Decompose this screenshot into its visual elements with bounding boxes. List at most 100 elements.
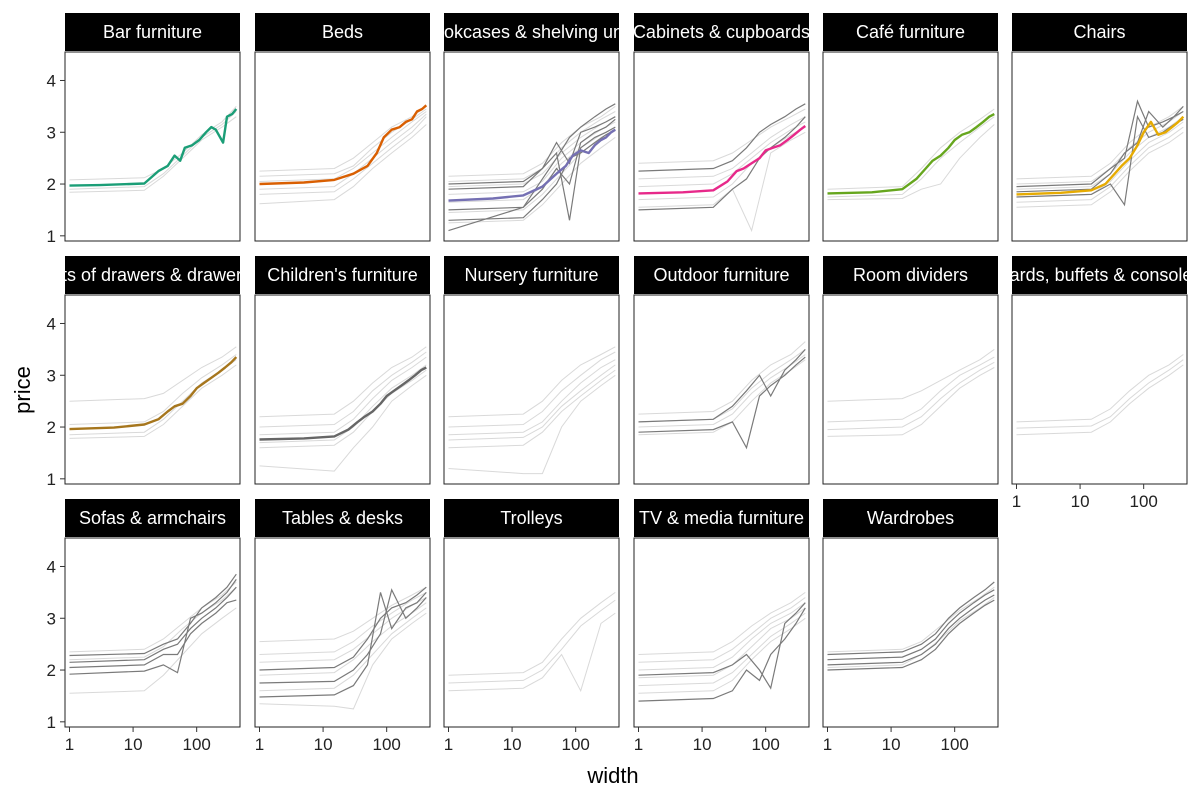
series-line	[638, 602, 806, 690]
series-line	[827, 594, 995, 666]
facet-strip-label: Children's furniture	[267, 265, 418, 285]
facet-strip	[634, 256, 809, 294]
background-series-line	[827, 356, 995, 423]
highlight-series-line	[827, 113, 995, 195]
facet-lines	[69, 346, 238, 439]
background-series-line	[448, 346, 616, 418]
facet-panel-border	[822, 537, 999, 728]
series-line	[1016, 99, 1184, 188]
facets-layer: Bar furniture 1 2 3 4 Beds Bookcases & shelvin…	[47, 13, 1188, 754]
background-series-line	[448, 364, 616, 441]
facet-sideboards-buffets-console-tables: Sideboards, buffets & console tables 1 10 1…	[1011, 256, 1188, 511]
facet-tv-media-furniture: TV & media furniture 1 10 100	[633, 499, 810, 754]
x-tick-label: 100	[751, 735, 779, 754]
facet-lines	[259, 104, 428, 205]
facet-trolleys: Trolleys 1 10 100	[443, 499, 620, 754]
background-series-line	[69, 607, 237, 694]
background-series-line	[448, 111, 616, 182]
y-tick-label: 2	[47, 418, 56, 437]
background-series-line	[827, 108, 995, 190]
facet-strip	[255, 256, 430, 294]
background-series-line	[638, 617, 806, 694]
series-line	[827, 599, 995, 671]
series-line	[638, 103, 806, 172]
background-series-line	[638, 591, 806, 655]
x-tick-label: 100	[1129, 492, 1157, 511]
facet-strip	[65, 256, 240, 294]
background-series-line	[259, 108, 427, 177]
series-line	[69, 586, 237, 663]
background-series-line	[448, 599, 616, 684]
facet-strip-label: Cabinets & cupboards	[633, 22, 810, 42]
background-series-line	[1016, 126, 1184, 203]
background-series-line	[259, 105, 427, 172]
y-tick-label: 4	[47, 557, 56, 576]
facet-panel-border	[254, 51, 431, 242]
series-line	[259, 591, 427, 698]
x-tick-label: 10	[314, 735, 333, 754]
facet-children-s-furniture: Children's furniture	[254, 256, 431, 485]
x-tick-label: 1	[823, 735, 832, 754]
facet-panel-border	[443, 51, 620, 242]
background-series-line	[827, 361, 995, 431]
background-series-line	[638, 116, 806, 180]
facet-panel-border	[822, 294, 999, 485]
facet-strip	[65, 13, 240, 51]
highlight-series-line	[448, 128, 616, 202]
facet-strip	[65, 499, 240, 537]
facet-panel-border	[64, 537, 241, 728]
facet-strip-label: Room dividers	[853, 265, 968, 285]
background-series-line	[69, 581, 237, 653]
x-tick-label: 1	[634, 735, 643, 754]
facet-caf-furniture: Café furniture	[822, 13, 999, 242]
y-axis-title: price	[10, 366, 35, 414]
background-series-line	[259, 591, 427, 655]
facet-strip	[255, 13, 430, 51]
facet-strip-label: Sofas & armchairs	[79, 508, 226, 528]
series-line	[448, 126, 616, 221]
facet-strip	[1012, 256, 1187, 294]
facet-strip	[255, 499, 430, 537]
background-series-line	[638, 602, 806, 671]
facet-lines	[448, 591, 616, 693]
background-series-line	[448, 105, 616, 177]
y-tick-label: 1	[47, 227, 56, 246]
facet-bar-furniture: Bar furniture 1 2 3 4	[47, 13, 241, 246]
facet-room-dividers: Room dividers	[822, 256, 999, 485]
background-series-line	[69, 346, 237, 402]
background-series-line	[259, 364, 427, 444]
facet-strip	[444, 499, 619, 537]
background-series-line	[638, 121, 806, 188]
facet-strip-label: Bookcases & shelving units	[422, 22, 641, 42]
series-line	[827, 581, 995, 656]
facet-strip-label: Café furniture	[856, 22, 965, 42]
facet-lines	[448, 346, 616, 475]
background-series-line	[259, 374, 427, 472]
background-series-line	[638, 597, 806, 663]
facet-wardrobes: Wardrobes 1 10 100	[822, 499, 999, 754]
y-tick-label: 3	[47, 123, 56, 142]
facet-lines	[1016, 99, 1185, 208]
background-series-line	[259, 116, 427, 195]
series-line	[69, 573, 237, 657]
facet-strip-label: Outdoor furniture	[653, 265, 789, 285]
highlight-series-line	[259, 104, 428, 186]
background-series-line	[448, 136, 616, 224]
facet-strip	[823, 256, 998, 294]
x-tick-label: 10	[693, 735, 712, 754]
x-tick-label: 10	[882, 735, 901, 754]
facet-strip	[444, 256, 619, 294]
facet-panel-border	[443, 537, 620, 728]
y-tick-label: 2	[47, 661, 56, 680]
background-series-line	[638, 359, 806, 436]
facet-cabinets-cupboards: Cabinets & cupboards	[633, 13, 810, 242]
background-series-line	[69, 354, 237, 425]
x-tick-label: 1	[444, 735, 453, 754]
background-series-line	[638, 354, 806, 428]
background-series-line	[259, 346, 427, 418]
series-line	[638, 356, 806, 450]
background-series-line	[259, 607, 427, 692]
facet-strip-label: Bar furniture	[103, 22, 202, 42]
background-series-line	[448, 591, 616, 676]
background-series-line	[827, 367, 995, 437]
